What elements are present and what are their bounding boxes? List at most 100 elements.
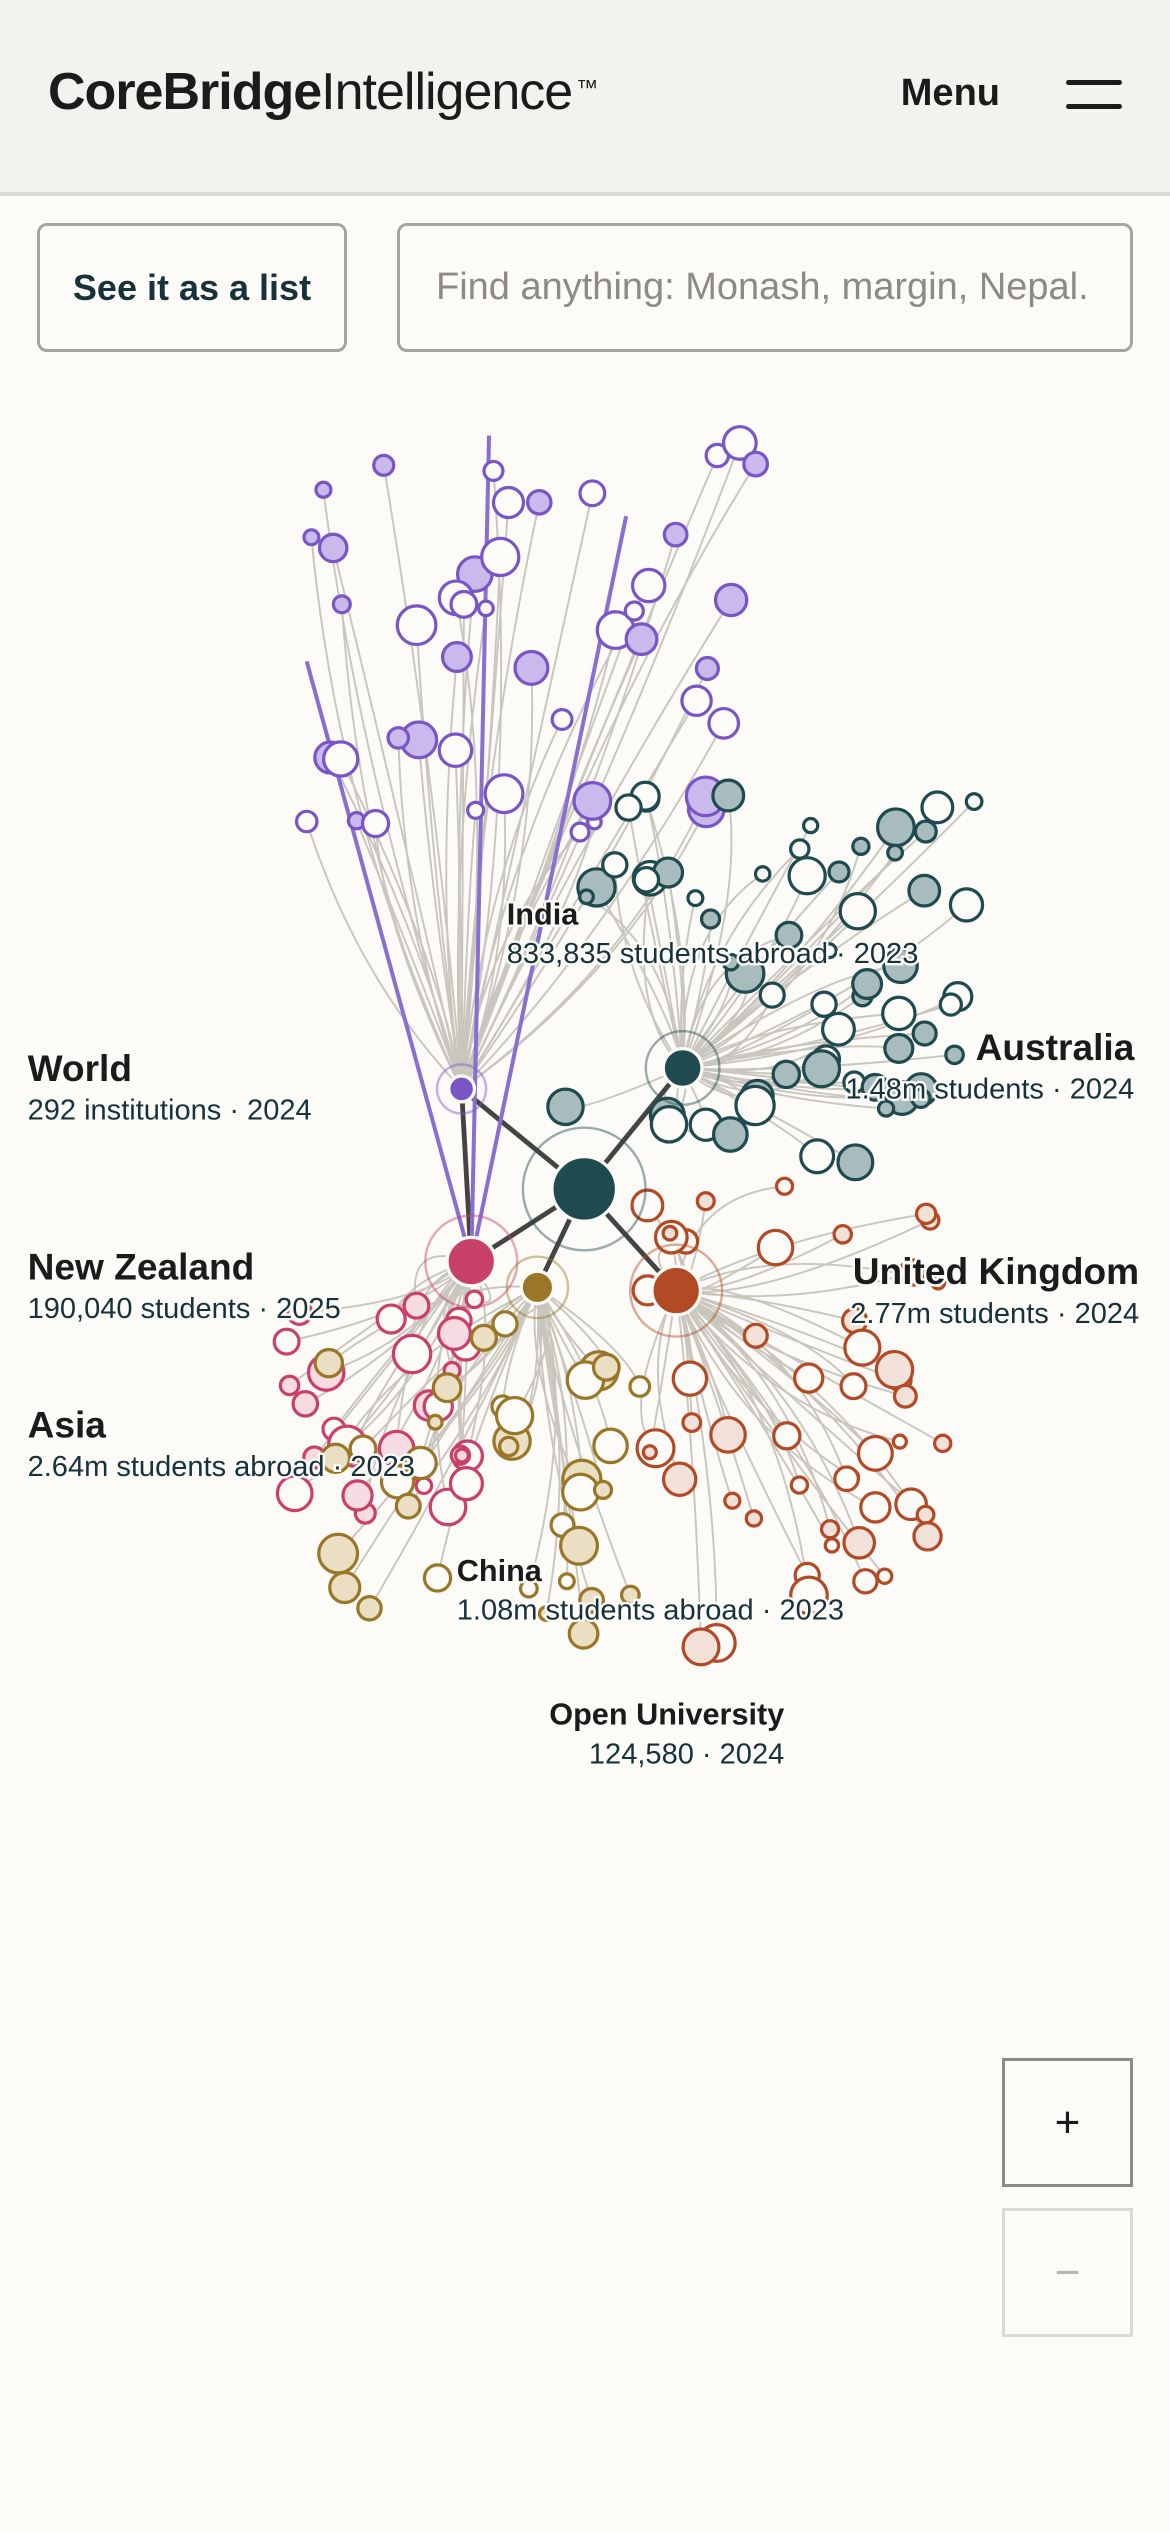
node[interactable] [912,1521,943,1552]
node[interactable] [753,865,772,883]
node[interactable] [592,1479,614,1501]
node[interactable] [851,968,884,1001]
node[interactable] [291,1389,320,1418]
node[interactable] [356,1595,383,1622]
node[interactable] [886,843,904,862]
node[interactable] [386,726,411,750]
node[interactable] [317,532,349,564]
node[interactable] [892,1383,918,1409]
node[interactable] [819,1519,841,1540]
node[interactable] [422,1563,453,1593]
node[interactable] [275,1474,314,1513]
node[interactable] [860,1072,890,1102]
node[interactable] [436,1315,472,1352]
node[interactable] [713,582,749,618]
node[interactable] [314,480,333,499]
node[interactable] [758,981,786,1009]
node-title[interactable]: New Zealand [25,1243,257,1290]
node-title[interactable]: World [25,1044,134,1091]
node[interactable] [789,838,811,860]
hub-node[interactable] [519,1269,556,1306]
node[interactable] [426,1413,444,1431]
node[interactable] [559,1525,600,1566]
node[interactable] [661,1461,698,1498]
node[interactable] [933,1433,953,1454]
node[interactable] [302,528,321,547]
brand[interactable]: CoreBridgeIntelligence ™ [48,62,598,122]
node[interactable] [723,1491,742,1510]
node[interactable] [567,1617,600,1650]
node[interactable] [712,1116,749,1153]
node[interactable] [630,567,667,604]
node[interactable] [944,1044,965,1066]
node[interactable] [827,860,851,884]
node[interactable] [742,450,770,478]
node[interactable] [483,773,525,815]
node[interactable] [537,1605,555,1622]
node[interactable] [832,1224,854,1245]
node[interactable] [437,732,474,769]
node[interactable] [319,1442,352,1475]
node[interactable] [491,485,526,520]
node[interactable] [569,821,591,843]
node[interactable] [836,1143,875,1182]
node[interactable] [348,1434,378,1464]
node[interactable] [328,1570,362,1605]
node[interactable] [431,1372,463,1404]
node[interactable] [592,1427,629,1465]
node[interactable] [394,1492,422,1520]
node[interactable] [525,488,553,516]
node[interactable] [453,1447,470,1464]
node[interactable] [948,887,985,923]
node[interactable] [771,1059,802,1090]
node-title[interactable]: India [504,895,581,934]
hub-node[interactable] [447,1074,477,1104]
node[interactable] [628,1375,652,1398]
node[interactable] [285,1298,314,1326]
node[interactable] [856,1434,894,1472]
node[interactable] [680,684,713,718]
hub-node[interactable] [650,1264,702,1317]
node[interactable] [591,1352,621,1382]
node[interactable] [498,1435,520,1458]
node[interactable] [799,1138,836,1175]
node[interactable] [823,1537,841,1554]
node[interactable] [671,1360,709,1397]
node[interactable] [920,790,955,825]
node[interactable] [742,1322,769,1349]
node[interactable] [641,1444,658,1461]
node[interactable] [278,1374,301,1397]
node[interactable] [313,1347,345,1379]
node[interactable] [482,459,505,483]
node[interactable] [341,1479,374,1512]
node[interactable] [756,1228,795,1267]
node[interactable] [839,1372,868,1401]
node[interactable] [852,1568,879,1595]
node[interactable] [561,1472,601,1512]
node[interactable] [820,1011,856,1047]
node[interactable] [774,1176,795,1196]
node[interactable] [662,521,689,548]
node-title[interactable]: Australia [973,1023,1137,1070]
node[interactable] [601,851,629,879]
node[interactable] [842,1525,877,1560]
node[interactable] [709,1415,747,1454]
node[interactable] [721,425,758,461]
node[interactable] [801,1049,842,1089]
node[interactable] [833,1465,860,1493]
node[interactable] [448,1466,485,1502]
node[interactable] [838,892,878,931]
node[interactable] [843,1328,882,1367]
node[interactable] [911,1020,938,1047]
node[interactable] [938,992,963,1017]
zoom-out[interactable]: − [1002,2208,1133,2337]
node-title[interactable]: China [454,1552,545,1591]
node[interactable] [792,1362,825,1394]
node[interactable] [772,1421,802,1451]
node[interactable] [379,1464,416,1500]
node[interactable] [913,819,938,844]
node-title[interactable]: Open University [547,1695,787,1734]
node[interactable] [477,599,495,618]
hub-node[interactable] [550,1155,619,1223]
node[interactable] [317,1532,360,1575]
